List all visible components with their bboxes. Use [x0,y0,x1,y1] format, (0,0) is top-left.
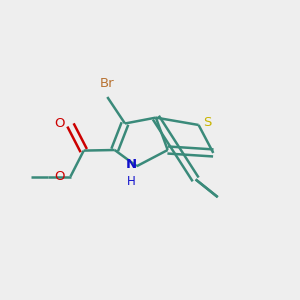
Text: O: O [55,170,65,183]
Text: Br: Br [100,77,115,90]
Text: H: H [127,175,136,188]
Text: N: N [126,158,137,171]
Text: S: S [203,116,212,128]
Text: O: O [55,117,65,130]
